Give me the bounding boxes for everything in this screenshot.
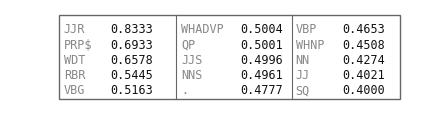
- Text: 0.6578: 0.6578: [110, 53, 153, 66]
- Text: 0.8333: 0.8333: [110, 23, 153, 36]
- Text: 0.5445: 0.5445: [110, 68, 153, 81]
- Text: 0.4274: 0.4274: [342, 53, 385, 66]
- Text: NN: NN: [296, 53, 310, 66]
- Text: 0.5004: 0.5004: [240, 23, 283, 36]
- Text: PRP$: PRP$: [64, 38, 92, 51]
- Text: QP: QP: [181, 38, 195, 51]
- Text: WDT: WDT: [64, 53, 85, 66]
- Text: NNS: NNS: [181, 68, 202, 81]
- Text: 0.6933: 0.6933: [110, 38, 153, 51]
- Text: WHADVP: WHADVP: [181, 23, 224, 36]
- FancyBboxPatch shape: [59, 16, 401, 99]
- Text: WHNP: WHNP: [296, 38, 324, 51]
- Text: 0.5163: 0.5163: [110, 83, 153, 96]
- Text: SQ: SQ: [296, 83, 310, 96]
- Text: VBG: VBG: [64, 83, 85, 96]
- Text: JJS: JJS: [181, 53, 202, 66]
- Text: 0.4000: 0.4000: [342, 83, 385, 96]
- Text: 0.4777: 0.4777: [240, 83, 283, 96]
- Text: 0.4508: 0.4508: [342, 38, 385, 51]
- Text: JJ: JJ: [296, 68, 310, 81]
- Text: 0.4961: 0.4961: [240, 68, 283, 81]
- Text: RBR: RBR: [64, 68, 85, 81]
- Text: JJR: JJR: [64, 23, 85, 36]
- Text: VBP: VBP: [296, 23, 317, 36]
- Text: .: .: [181, 83, 188, 96]
- Text: 0.5001: 0.5001: [240, 38, 283, 51]
- Text: 0.4996: 0.4996: [240, 53, 283, 66]
- Text: 0.4021: 0.4021: [342, 68, 385, 81]
- Text: 0.4653: 0.4653: [342, 23, 385, 36]
